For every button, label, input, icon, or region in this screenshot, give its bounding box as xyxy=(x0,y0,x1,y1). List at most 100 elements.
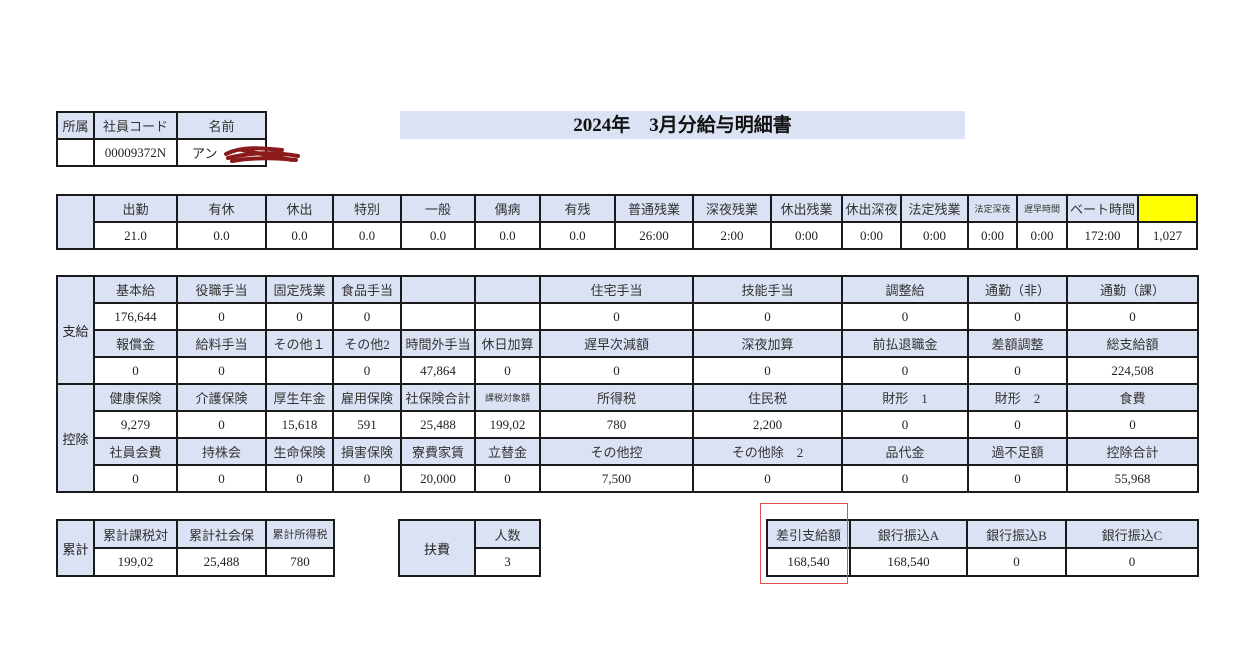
pay-table: 支給 基本給 役職手当 固定残業 食品手当 住宅手当 技能手当 調整給 通勤（非） 通勤（課） 17… xyxy=(56,275,1199,493)
cell-value: 47,864 xyxy=(400,356,476,385)
column-header xyxy=(400,275,476,304)
column-header: 課税対象額 xyxy=(474,383,541,412)
column-header: その他控 xyxy=(539,437,694,466)
column-header: 住宅手当 xyxy=(539,275,694,304)
column-header: 品代金 xyxy=(841,437,969,466)
table-row: 21.0 0.0 0.0 0.0 0.0 0.0 0.0 26:00 2:00 0:00 0:00 0… xyxy=(57,221,1198,250)
column-header: 一般 xyxy=(400,194,476,223)
cell-value: 199,02 xyxy=(93,547,178,577)
column-header: 有休 xyxy=(176,194,267,223)
column-header: 出勤 xyxy=(93,194,178,223)
cell-value: 224,508 xyxy=(1066,356,1199,385)
column-header: その他除 2 xyxy=(692,437,843,466)
column-header: 特別 xyxy=(332,194,402,223)
cell-value: 26:00 xyxy=(614,221,694,250)
cell-value: 3 xyxy=(474,547,541,577)
cell-value: 0:00 xyxy=(841,221,902,250)
cell-value: 0 xyxy=(1065,547,1199,577)
cell-value: 0:00 xyxy=(770,221,843,250)
cell-value: 0.0 xyxy=(400,221,476,250)
column-header: 時間外手当 xyxy=(400,329,476,358)
column-header: 普通残業 xyxy=(614,194,694,223)
column-header: 法定深夜 xyxy=(967,194,1018,223)
cell-value: 0 xyxy=(967,464,1068,493)
cell-value: 0.0 xyxy=(265,221,334,250)
table-row: 0 0 0 47,864 0 0 0 0 0 224,508 xyxy=(57,356,1199,385)
column-header: 住民税 xyxy=(692,383,843,412)
column-header: 銀行振込C xyxy=(1065,519,1199,549)
column-header: 生命保険 xyxy=(265,437,334,466)
table-row: 報償金 給料手当 その他１ その他2 時間外手当 休日加算 遅早次減額 深夜加算 前払退職金 差額… xyxy=(57,329,1199,358)
cell-value: 0 xyxy=(474,464,541,493)
cell-value: 0 xyxy=(176,356,267,385)
cell-value: 0 xyxy=(692,302,843,331)
cell-value: 0.0 xyxy=(474,221,541,250)
cell-value: 0 xyxy=(332,302,402,331)
cell-value: 0 xyxy=(841,410,969,439)
column-header: 基本給 xyxy=(93,275,178,304)
cell-value: 7,500 xyxy=(539,464,694,493)
column-header: 技能手当 xyxy=(692,275,843,304)
cell-value xyxy=(56,138,95,167)
column-header: 休日加算 xyxy=(474,329,541,358)
column-header: 偶病 xyxy=(474,194,541,223)
cell-value: 25,488 xyxy=(176,547,267,577)
table-row: 累計 累計課税対 累計社会保 累計所得税 xyxy=(56,519,335,577)
cell-value xyxy=(400,302,476,331)
earnings-section-label: 支給 xyxy=(56,275,95,385)
column-header: 総支給額 xyxy=(1066,329,1199,358)
cumulative-table: 累計 累計課税対 累計社会保 累計所得税 199,02 25,488 780 xyxy=(56,519,335,577)
column-header: 食費 xyxy=(1066,383,1199,412)
attendance-side-label xyxy=(56,194,95,250)
cell-value: 21.0 xyxy=(93,221,178,250)
column-header: 社保険合計 xyxy=(400,383,476,412)
cell-value: 0 xyxy=(176,464,267,493)
cell-value: 15,618 xyxy=(265,410,334,439)
column-header: 財形 1 xyxy=(841,383,969,412)
column-header: 差引支給額 xyxy=(766,519,851,549)
column-header: 厚生年金 xyxy=(265,383,334,412)
column-header: 銀行振込B xyxy=(966,519,1067,549)
column-header: 持株会 xyxy=(176,437,267,466)
cumulative-label: 累計 xyxy=(56,519,95,577)
cell-value xyxy=(474,302,541,331)
table-row: 差引支給額 銀行振込A 銀行振込B 銀行振込C xyxy=(766,519,1199,549)
column-header: 名前 xyxy=(176,111,267,140)
column-header: 前払退職金 xyxy=(841,329,969,358)
cell-value: 0 xyxy=(176,302,267,331)
payment-table: 差引支給額 銀行振込A 銀行振込B 銀行振込C 168,540 168,540 0 0 xyxy=(766,519,1199,577)
column-header: 遅早次減額 xyxy=(539,329,694,358)
column-header: 雇用保険 xyxy=(332,383,402,412)
cell-value: 0.0 xyxy=(332,221,402,250)
table-row: 控除 健康保険 介護保険 厚生年金 雇用保険 社保険合計 課税対象額 所得税 住民税 財形 1 財形… xyxy=(56,383,1199,493)
cell-value: 0 xyxy=(1066,302,1199,331)
cell-value xyxy=(265,356,334,385)
column-header: 立替金 xyxy=(474,437,541,466)
cell-value: 0 xyxy=(176,410,267,439)
column-header: 累計所得税 xyxy=(265,519,335,549)
cell-value: 25,488 xyxy=(400,410,476,439)
column-header: 調整給 xyxy=(841,275,969,304)
cell-value: 0 xyxy=(539,302,694,331)
dependents-table: 扶費 人数 3 xyxy=(398,519,541,577)
column-header: 遅早時間 xyxy=(1016,194,1068,223)
table-row: 0 0 0 0 20,000 0 7,500 0 0 0 55,968 xyxy=(57,464,1199,493)
attendance-table: 出勤 有休 休出 特別 一般 偶病 有残 普通残業 深夜残業 休出残業 休出深夜 法定残業 法定深夜 遅早… xyxy=(56,194,1198,250)
column-header: 健康保険 xyxy=(93,383,178,412)
column-header: 報償金 xyxy=(93,329,178,358)
cell-value: 0 xyxy=(692,464,843,493)
column-header: 寮費家賃 xyxy=(400,437,476,466)
table-row: 扶費 人数 xyxy=(398,519,541,577)
table-row: 168,540 168,540 0 0 xyxy=(766,547,1199,577)
column-header: 給料手当 xyxy=(176,329,267,358)
cell-value: 0 xyxy=(539,356,694,385)
column-header xyxy=(1137,194,1198,223)
column-header: 銀行振込A xyxy=(849,519,968,549)
cell-value: 0 xyxy=(841,302,969,331)
cell-value: 0:00 xyxy=(900,221,969,250)
column-header: 休出深夜 xyxy=(841,194,902,223)
column-header: 人数 xyxy=(474,519,541,549)
cell-value: 0.0 xyxy=(176,221,267,250)
cell-value: 0 xyxy=(967,302,1068,331)
page-title: 2024年 3月分給与明細書 xyxy=(400,111,965,139)
